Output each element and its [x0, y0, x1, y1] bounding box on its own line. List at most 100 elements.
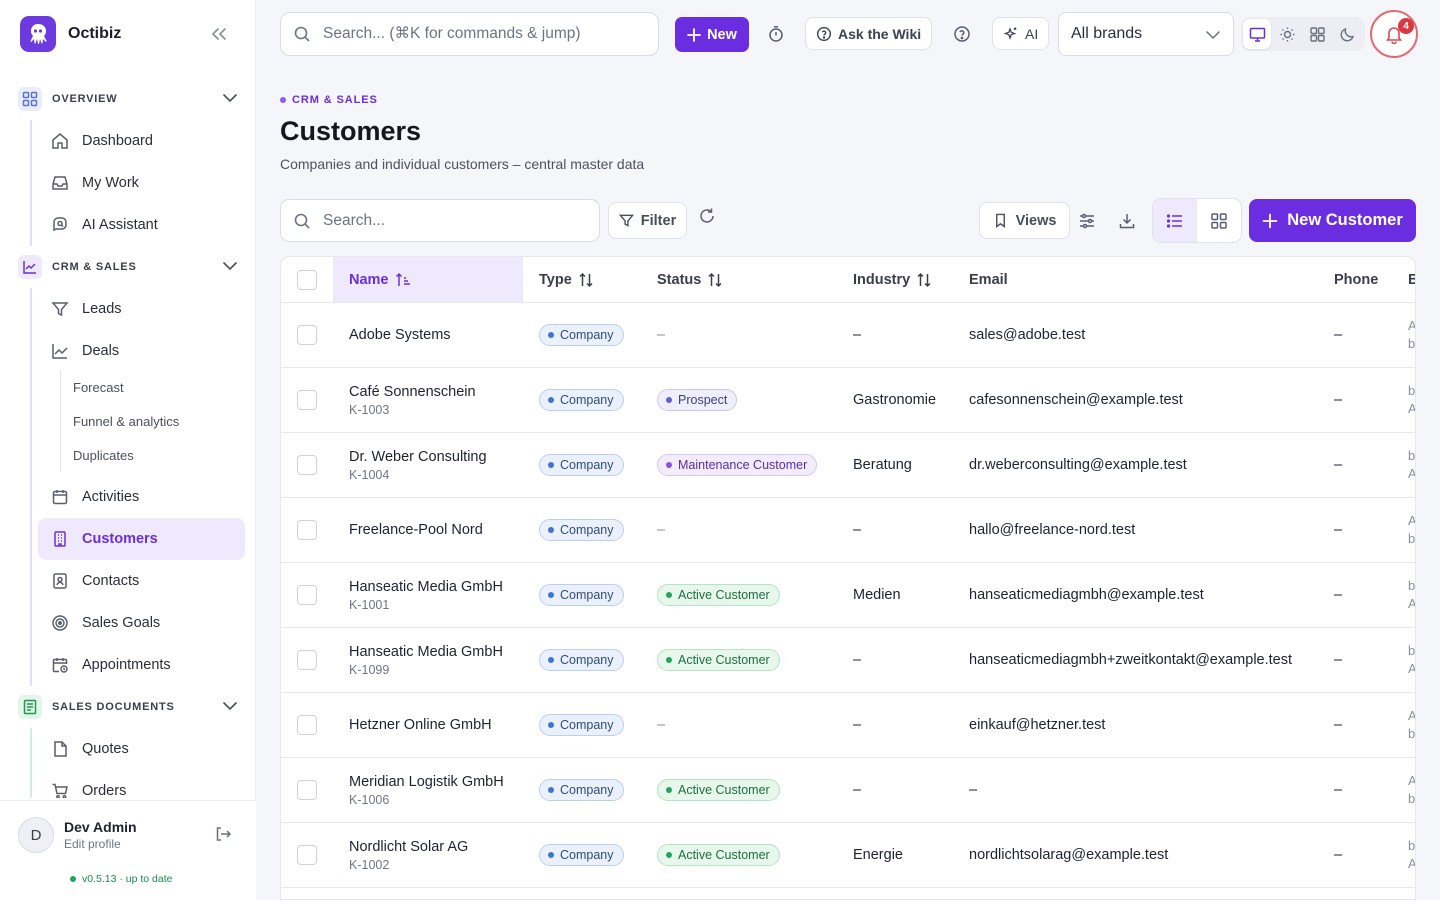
sidebar-item-my-work[interactable]: My Work — [38, 162, 245, 204]
name-cell[interactable]: Freelance-Pool Nord — [333, 497, 523, 563]
ai-button[interactable]: AI — [992, 17, 1050, 50]
table-row[interactable]: Meridian Logistik GmbH K-1006 Company Activ… — [281, 757, 1415, 823]
download-icon[interactable] — [1113, 207, 1141, 235]
table-row[interactable]: Hanseatic Media GmbH K-1001 Company Active … — [281, 562, 1415, 628]
sidebar-subitem-duplicates[interactable]: Duplicates — [73, 447, 134, 463]
sidebar-item-sales-goals[interactable]: Sales Goals — [38, 602, 245, 644]
sidebar-item-ai-assistant[interactable]: AI Assistant — [38, 204, 245, 246]
select-all-checkbox[interactable] — [297, 269, 317, 290]
sidebar-item-activities[interactable]: Activities — [38, 476, 245, 518]
row-checkbox[interactable] — [297, 520, 317, 540]
avatar[interactable]: D — [18, 817, 54, 853]
sidebar-item-leads[interactable]: Leads — [38, 288, 245, 330]
collapse-sidebar-icon[interactable] — [208, 24, 230, 44]
sidebar-item-deals[interactable]: Deals — [38, 330, 245, 372]
customer-name[interactable]: Nordlicht Solar AG — [349, 838, 469, 855]
sidebar-item-dashboard[interactable]: Dashboard — [38, 120, 245, 162]
column-header-status[interactable]: Status — [641, 257, 837, 303]
column-header-name[interactable]: Name — [333, 257, 523, 303]
column-header-type[interactable]: Type — [523, 257, 641, 303]
name-cell[interactable]: Adobe Systems — [333, 302, 523, 368]
sidebar-item-quotes[interactable]: Quotes — [38, 728, 245, 770]
sidebar-item-appointments[interactable]: Appointments — [38, 644, 245, 686]
name-cell[interactable]: Café Sonnenschein K-1003 — [333, 367, 523, 433]
views-button[interactable]: Views — [979, 202, 1070, 239]
moon-icon[interactable] — [1333, 19, 1361, 49]
column-header-truncated[interactable]: B — [1392, 257, 1415, 303]
column-header-email[interactable]: Email — [953, 257, 1318, 303]
edit-profile-link[interactable]: Edit profile — [64, 837, 121, 851]
logout-icon[interactable] — [214, 825, 232, 843]
table-search[interactable] — [280, 199, 600, 242]
section-sales-documents[interactable]: SALES DOCUMENTS — [0, 686, 256, 728]
name-cell[interactable]: Nordlicht Solar AG K-1002 — [333, 822, 523, 888]
name-cell[interactable]: Meridian Logistik GmbH K-1006 — [333, 757, 523, 823]
filter-button[interactable]: Filter — [608, 202, 687, 239]
table-row[interactable]: Adobe Systems Company – – sales@adobe.test – A… — [281, 302, 1415, 368]
list-view-icon[interactable] — [1153, 199, 1197, 242]
table-row[interactable]: Hanseatic Media GmbH K-1099 Company Active … — [281, 627, 1415, 693]
monitor-icon[interactable] — [1243, 19, 1271, 49]
chevron-down-icon[interactable] — [222, 698, 238, 714]
table-row[interactable]: Café Sonnenschein K-1003 Company Prospect Ga… — [281, 367, 1415, 433]
row-checkbox[interactable] — [297, 845, 317, 865]
customer-name[interactable]: Café Sonnenschein — [349, 383, 476, 400]
ask-wiki-button[interactable]: Ask the Wiki — [805, 17, 933, 50]
row-checkbox[interactable] — [297, 715, 317, 735]
email-cell[interactable]: cafesonnenschein@example.test — [953, 367, 1318, 433]
notifications-button[interactable]: 4 — [1370, 10, 1418, 58]
row-checkbox[interactable] — [297, 325, 317, 345]
email-cell[interactable]: hanseaticmediagmbh@example.test — [953, 562, 1318, 628]
column-header-industry[interactable]: Industry — [837, 257, 953, 303]
layout-grid-icon[interactable] — [1303, 19, 1331, 49]
columns-settings-icon[interactable] — [1073, 207, 1101, 235]
chevron-down-icon[interactable] — [222, 258, 238, 274]
customer-name[interactable]: Meridian Logistik GmbH — [349, 773, 504, 790]
new-button[interactable]: New — [675, 17, 749, 52]
sidebar-subitem-funnel[interactable]: Funnel & analytics — [73, 413, 180, 429]
row-checkbox[interactable] — [297, 390, 317, 410]
customer-name[interactable]: Hanseatic Media GmbH — [349, 578, 503, 595]
name-cell[interactable]: Hanseatic Media GmbH K-1099 — [333, 627, 523, 693]
sun-icon[interactable] — [1273, 19, 1301, 49]
table-row[interactable]: Hetzner Online GmbH Company – – einkauf@hetz… — [281, 692, 1415, 758]
email-cell[interactable]: einkauf@hetzner.test — [953, 692, 1318, 758]
table-row[interactable]: Freelance-Pool Nord Company – – hallo@freela… — [281, 497, 1415, 563]
customer-name[interactable]: Hetzner Online GmbH — [349, 717, 492, 733]
user-name[interactable]: Dev Admin — [64, 819, 137, 835]
row-checkbox[interactable] — [297, 780, 317, 800]
name-cell[interactable]: Hanseatic Media GmbH K-1001 — [333, 562, 523, 628]
brand[interactable]: Octibiz — [20, 16, 121, 52]
chevron-down-icon[interactable] — [222, 90, 238, 106]
row-checkbox[interactable] — [297, 585, 317, 605]
section-overview[interactable]: OVERVIEW — [0, 78, 256, 120]
email-cell[interactable]: sales@adobe.test — [953, 302, 1318, 368]
global-search[interactable] — [280, 12, 659, 56]
email-cell[interactable]: hanseaticmediagmbh+zweitkontakt@example.… — [953, 627, 1318, 693]
refresh-icon[interactable] — [698, 207, 716, 225]
table-search-input[interactable] — [323, 211, 583, 230]
help-icon[interactable] — [948, 20, 976, 48]
email-cell[interactable]: nordlichtsolarag@example.test — [953, 822, 1318, 888]
new-customer-button[interactable]: New Customer — [1249, 199, 1416, 242]
column-header-phone[interactable]: Phone — [1318, 257, 1392, 303]
customer-name[interactable]: Dr. Weber Consulting — [349, 448, 487, 465]
sidebar-item-orders[interactable]: Orders — [38, 770, 245, 798]
customer-name[interactable]: Freelance-Pool Nord — [349, 522, 483, 538]
customer-name[interactable]: Adobe Systems — [349, 327, 451, 343]
sidebar-subitem-forecast[interactable]: Forecast — [73, 379, 124, 395]
row-checkbox[interactable] — [297, 455, 317, 475]
grid-view-icon[interactable] — [1197, 199, 1241, 242]
table-row[interactable]: Nordlicht Solar AG K-1002 Company Active Cu… — [281, 822, 1415, 888]
name-cell[interactable]: Dr. Weber Consulting K-1004 — [333, 432, 523, 498]
email-cell[interactable]: – — [953, 757, 1318, 823]
email-cell[interactable]: hallo@freelance-nord.test — [953, 497, 1318, 563]
global-search-input[interactable] — [323, 25, 643, 43]
timer-icon[interactable] — [762, 20, 790, 48]
brand-select[interactable]: All brands — [1058, 12, 1234, 56]
customer-name[interactable]: Hanseatic Media GmbH — [349, 643, 503, 660]
name-cell[interactable]: Hetzner Online GmbH — [333, 692, 523, 758]
sidebar-item-contacts[interactable]: Contacts — [38, 560, 245, 602]
section-crm-sales[interactable]: CRM & SALES — [0, 246, 256, 288]
table-row[interactable]: Dr. Weber Consulting K-1004 Company Mainten… — [281, 432, 1415, 498]
